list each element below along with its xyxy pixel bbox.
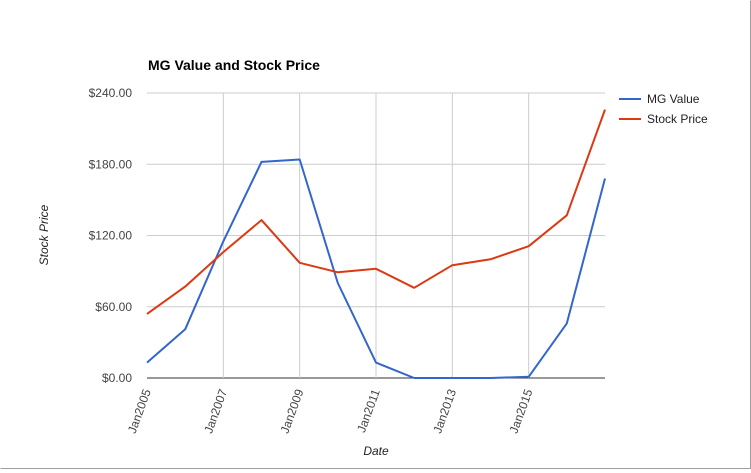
y-tick-label: $0.00 [102,371,132,385]
x-axis-label: Date [363,444,389,458]
chart-title: MG Value and Stock Price [148,57,320,73]
x-tick-label: Jan2015 [507,387,536,435]
x-tick-label: Jan2013 [430,387,459,435]
y-tick-label: $240.00 [89,86,133,100]
series-line-mg-value [146,158,606,379]
grid-lines [147,92,605,379]
series-line-stock-price [146,109,606,315]
legend-label-mg-value: MG Value [647,92,700,106]
y-tick-label: $60.00 [95,300,132,314]
x-axis-ticks: Jan2005 Jan2007 Jan2009 Jan2011 Jan2013 Jan20… [125,387,536,435]
x-tick-label: Jan2009 [278,387,307,435]
y-tick-label: $180.00 [89,157,133,171]
x-tick-label: Jan2011 [354,387,383,435]
x-tick-label: Jan2007 [201,387,230,435]
y-axis-ticks: $0.00 $60.00 $120.00 $180.00 $240.00 [89,86,133,385]
legend: MG Value Stock Price [619,92,708,126]
series-lines [146,109,606,379]
y-axis-label: Stock Price [37,204,51,265]
y-tick-label: $120.00 [89,229,133,243]
x-tick-label: Jan2005 [125,387,154,435]
legend-label-stock-price: Stock Price [647,112,708,126]
